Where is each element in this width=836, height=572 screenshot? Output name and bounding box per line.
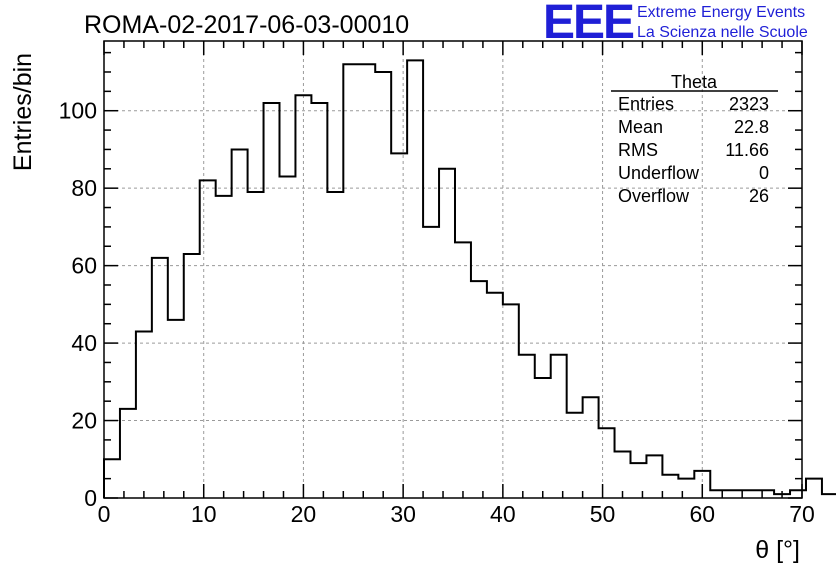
histogram-bin <box>678 479 694 498</box>
histogram-bin <box>710 490 726 498</box>
logo-subtitle-line1: Extreme Energy Events <box>637 4 806 21</box>
histogram-bin <box>806 479 822 498</box>
y-tick-label: 20 <box>71 408 97 434</box>
histogram-bin <box>152 258 168 498</box>
histogram-bin <box>391 153 407 498</box>
histogram-bin <box>551 355 567 498</box>
histogram-bin <box>232 149 248 498</box>
histogram-bin <box>168 320 184 498</box>
y-tick-label: 40 <box>71 330 97 356</box>
stats-box-title: Theta <box>671 72 718 92</box>
eee-logo: EEE <box>543 0 635 49</box>
histogram-bin <box>200 180 216 498</box>
x-tick-labels: 0 10 20 30 40 50 60 70 <box>98 501 815 527</box>
x-tick-label: 50 <box>590 501 616 527</box>
stats-row-label: Underflow <box>618 163 700 183</box>
stats-box: Theta Entries 2323 Mean 22.8 RMS 11.66 Underfl… <box>611 72 778 206</box>
y-tick-label: 80 <box>71 175 97 201</box>
histogram-bins <box>104 60 836 498</box>
stats-row-value: 22.8 <box>734 117 769 137</box>
histogram-bin <box>535 378 551 498</box>
histogram-bin <box>375 72 391 498</box>
stats-row-value: 11.66 <box>725 140 769 160</box>
histogram-bin <box>439 169 455 498</box>
axis-ticks <box>103 41 803 499</box>
histogram-bin <box>279 177 295 498</box>
histogram-bin <box>120 409 136 498</box>
histogram-bin <box>646 455 662 498</box>
histogram-bin <box>423 227 439 498</box>
chart-title: ROMA-02-2017-06-03-00010 <box>84 11 410 39</box>
y-tick-label: 60 <box>71 253 97 279</box>
histogram-bin <box>136 331 152 498</box>
y-tick-label: 100 <box>59 98 97 124</box>
x-tick-label: 60 <box>689 501 715 527</box>
histogram-bin <box>599 428 615 498</box>
histogram-bin <box>790 490 806 498</box>
stats-row-value: 0 <box>759 163 769 183</box>
histogram-bin <box>295 95 311 498</box>
histogram-bin <box>822 494 836 498</box>
x-tick-label: 70 <box>789 501 815 527</box>
histogram-bin <box>503 304 519 498</box>
x-tick-label: 0 <box>98 501 111 527</box>
x-tick-label: 30 <box>390 501 416 527</box>
histogram-bin <box>455 242 471 498</box>
x-tick-label: 10 <box>191 501 217 527</box>
y-tick-label: 0 <box>84 485 97 511</box>
histogram-bin <box>184 254 200 498</box>
histogram-bin <box>343 64 359 498</box>
histogram-bin <box>662 475 678 498</box>
histogram-bin <box>567 413 583 498</box>
stats-row-label: RMS <box>618 140 658 160</box>
stats-row-value: 26 <box>749 186 769 206</box>
x-tick-label: 40 <box>490 501 516 527</box>
x-axis-label: θ [°] <box>755 536 800 564</box>
y-tick-labels: 0 20 40 60 80 100 <box>59 98 97 511</box>
histogram-bin <box>758 490 774 498</box>
histogram-bin <box>471 281 487 498</box>
stats-row-label: Entries <box>618 94 674 114</box>
logo-subtitle-line2: La Scienza nelle Scuole <box>637 24 808 41</box>
histogram-bin <box>216 196 232 498</box>
histogram-outline <box>103 59 836 498</box>
histogram-bin <box>726 490 742 498</box>
histogram-bin <box>248 192 264 498</box>
histogram-bin <box>311 103 327 498</box>
histogram-bin <box>264 103 280 498</box>
plot-frame <box>103 40 803 499</box>
histogram-bin <box>487 293 503 498</box>
histogram-bin <box>583 397 599 498</box>
histogram-bin <box>327 192 343 498</box>
x-tick-label: 20 <box>291 501 317 527</box>
histogram-bin <box>630 463 646 498</box>
stats-row-label: Mean <box>618 117 663 137</box>
y-axis-label: Entries/bin <box>9 53 37 171</box>
stats-row-label: Overflow <box>618 186 690 206</box>
stats-row-value: 2323 <box>729 94 769 114</box>
histogram-bin <box>407 60 423 498</box>
grid <box>104 41 802 498</box>
histogram-bin <box>519 355 535 498</box>
histogram-bin <box>742 490 758 498</box>
histogram-bin <box>359 64 375 498</box>
